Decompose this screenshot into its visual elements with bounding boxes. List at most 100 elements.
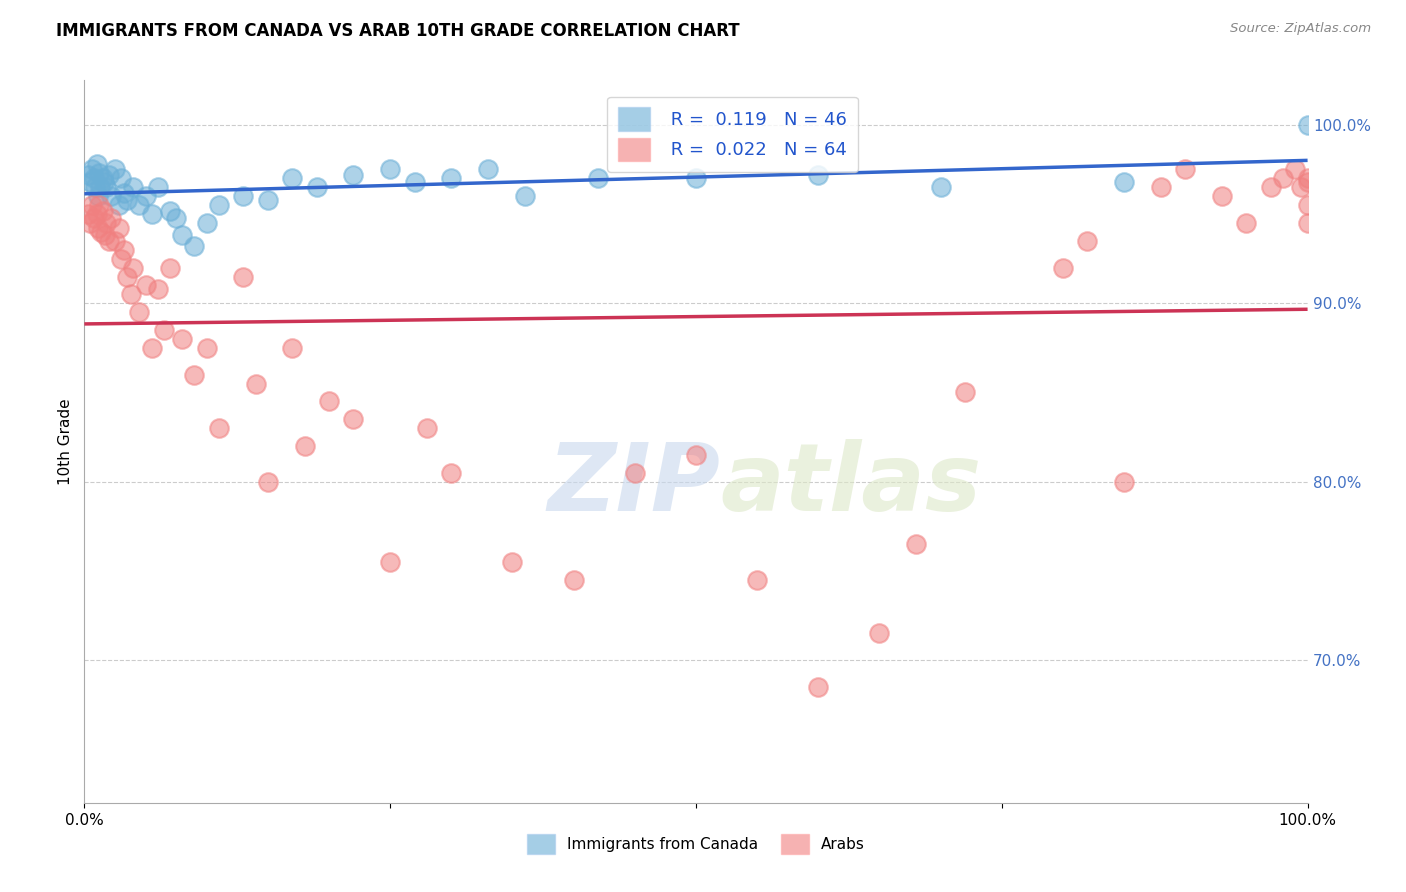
Point [208,198,231,212]
Point [1211,189,1233,203]
Point [159,203,181,218]
Point [135,189,157,203]
Point [1296,216,1319,230]
Point [1174,162,1197,177]
Point [97,234,120,248]
Point [107,221,129,235]
Point [1272,171,1295,186]
Point [172,332,194,346]
Text: Source: ZipAtlas.com: Source: ZipAtlas.com [1230,22,1371,36]
Point [232,269,254,284]
Point [83,171,105,186]
Point [107,198,129,212]
Point [1296,175,1319,189]
Point [90,225,112,239]
Point [477,162,499,177]
Point [404,175,426,189]
Point [80,162,103,177]
Point [86,157,108,171]
Point [110,252,132,266]
Point [122,260,145,275]
Point [97,168,120,182]
Point [1236,216,1258,230]
Point [86,207,108,221]
Y-axis label: 10th Grade: 10th Grade [58,398,73,485]
Point [624,466,647,480]
Point [380,162,402,177]
Point [91,203,114,218]
Point [89,180,111,194]
Point [807,168,830,182]
Point [1284,162,1306,177]
Point [562,573,585,587]
Point [1260,180,1282,194]
Point [87,166,110,180]
Point [128,305,150,319]
Point [905,537,928,551]
Point [1296,118,1319,132]
Point [104,234,127,248]
Point [929,180,952,194]
Point [281,171,304,186]
Point [1296,171,1319,186]
Point [80,198,103,212]
Point [91,171,114,186]
Point [94,228,117,243]
Text: IMMIGRANTS FROM CANADA VS ARAB 10TH GRADE CORRELATION CHART: IMMIGRANTS FROM CANADA VS ARAB 10TH GRAD… [56,22,740,40]
Point [1114,175,1136,189]
Point [96,180,118,194]
Point [807,680,830,694]
Point [195,341,218,355]
Point [294,439,316,453]
Point [747,573,769,587]
Point [281,341,304,355]
Point [416,421,439,435]
Point [195,216,218,230]
Point [342,168,364,182]
Point [318,394,340,409]
Point [502,555,524,569]
Point [87,221,110,235]
Point [120,287,142,301]
Point [87,189,110,203]
Point [513,189,536,203]
Point [79,216,101,230]
Point [112,186,135,200]
Point [141,341,163,355]
Point [440,171,463,186]
Point [869,626,891,640]
Point [257,475,280,489]
Point [172,228,194,243]
Point [93,175,115,189]
Point [83,211,105,225]
Point [245,376,267,391]
Point [87,198,110,212]
Point [586,171,609,186]
Point [104,162,127,177]
Point [77,207,100,221]
Point [1052,260,1074,275]
Point [1076,234,1098,248]
Point [77,168,100,182]
Point [115,269,138,284]
Point [153,323,176,337]
Point [100,211,122,225]
Point [115,193,138,207]
Text: ZIP: ZIP [547,439,720,531]
Point [135,278,157,293]
Point [84,180,107,194]
Point [1150,180,1173,194]
Point [183,368,205,382]
Point [208,421,231,435]
Point [232,189,254,203]
Point [146,282,169,296]
Point [183,239,205,253]
Point [305,180,328,194]
Point [122,180,145,194]
Point [1296,198,1319,212]
Point [1114,475,1136,489]
Point [953,385,976,400]
Point [159,260,181,275]
Point [685,171,707,186]
Point [79,175,101,189]
